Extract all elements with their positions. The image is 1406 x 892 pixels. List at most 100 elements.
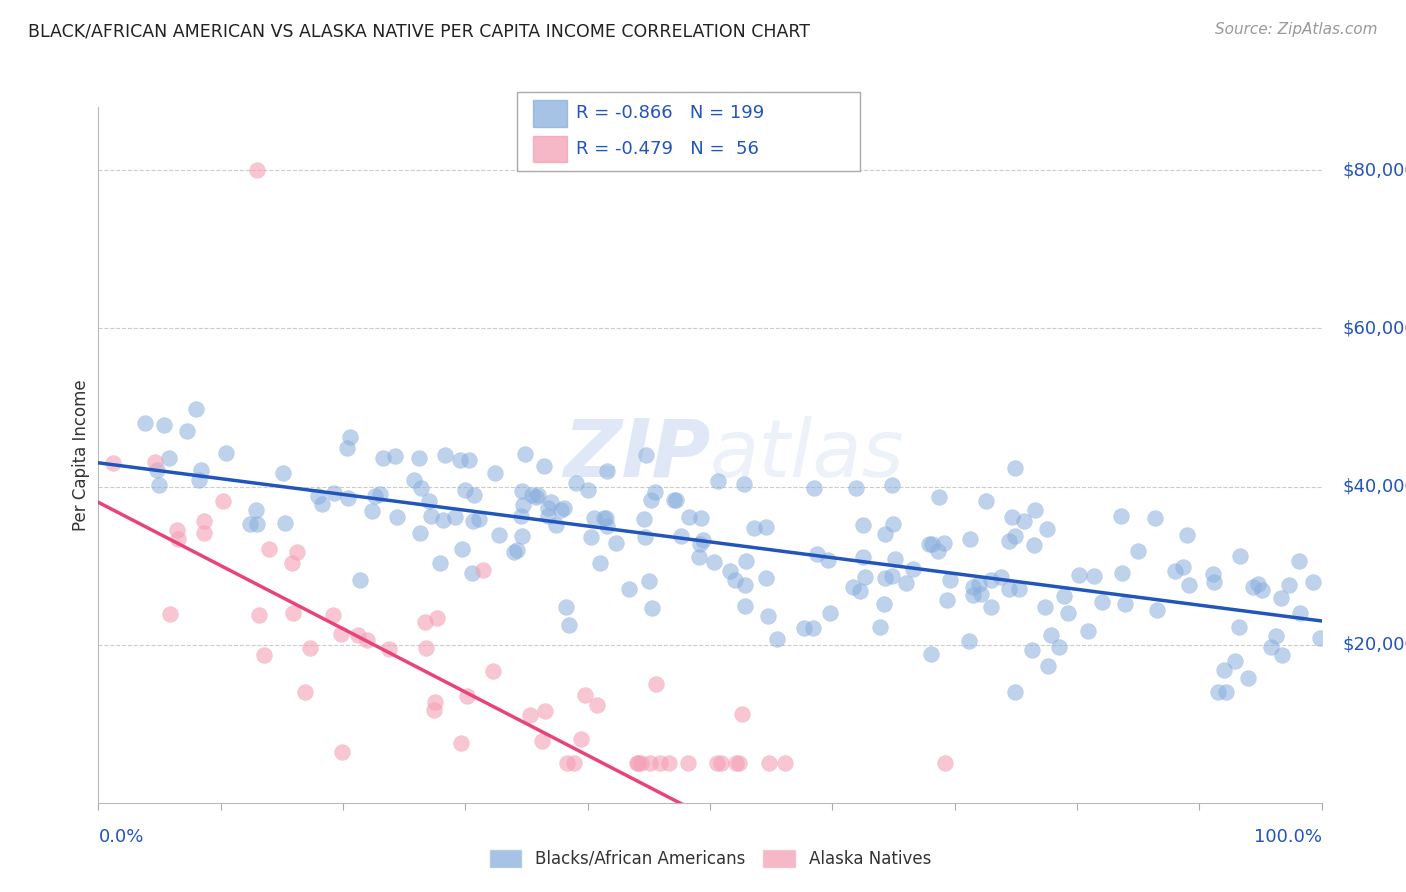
Point [658, 756, 681, 771]
Point [1091, 595, 1114, 609]
Point [387, 510, 409, 524]
Point [456, 689, 478, 703]
Point [101, 456, 124, 470]
Point [936, 592, 959, 607]
Point [579, 530, 602, 544]
Point [1001, 510, 1024, 524]
Point [215, 445, 238, 459]
Point [555, 600, 578, 615]
Point [921, 537, 943, 551]
Text: R = -0.866   N = 199: R = -0.866 N = 199 [576, 104, 765, 122]
Point [703, 555, 725, 569]
Point [918, 537, 941, 551]
Point [503, 545, 526, 559]
Point [928, 490, 950, 504]
Point [637, 574, 659, 588]
Point [533, 458, 555, 473]
Point [537, 508, 560, 523]
Point [962, 588, 984, 602]
Point [322, 607, 344, 622]
Point [159, 607, 181, 622]
Point [245, 503, 267, 517]
Point [755, 571, 778, 585]
Point [638, 756, 661, 770]
Point [368, 487, 391, 501]
Point [360, 504, 382, 518]
Point [134, 416, 156, 430]
Point [1215, 685, 1237, 699]
Point [920, 647, 942, 661]
Point [363, 489, 385, 503]
Point [558, 617, 581, 632]
Point [422, 703, 444, 717]
Point [433, 448, 456, 462]
Point [239, 516, 262, 531]
Point [1038, 659, 1060, 673]
Point [336, 491, 359, 505]
Point [408, 450, 430, 465]
Text: R = -0.479   N =  56: R = -0.479 N = 56 [576, 140, 759, 158]
Point [281, 606, 304, 620]
Point [193, 526, 215, 541]
Point [903, 562, 925, 576]
Point [706, 756, 728, 771]
Point [641, 601, 664, 615]
Point [510, 483, 533, 498]
Point [520, 488, 543, 502]
Point [458, 453, 481, 467]
Point [253, 648, 276, 662]
Point [676, 756, 699, 771]
Point [280, 556, 302, 570]
Text: 0.0%: 0.0% [98, 828, 143, 846]
Point [927, 543, 949, 558]
Point [513, 447, 536, 461]
Point [259, 541, 281, 556]
Legend: Blacks/African Americans, Alaska Natives: Blacks/African Americans, Alaska Natives [482, 842, 938, 874]
Point [146, 463, 169, 477]
Point [330, 627, 353, 641]
Point [869, 620, 891, 634]
Point [630, 756, 652, 771]
Point [426, 610, 449, 624]
Point [1223, 654, 1246, 668]
Point [308, 489, 330, 503]
Point [540, 495, 562, 509]
Point [852, 517, 875, 532]
Point [461, 566, 484, 580]
Point [627, 756, 650, 771]
Text: $60,000: $60,000 [1343, 319, 1406, 337]
Point [932, 536, 955, 550]
Point [294, 685, 316, 699]
Point [1227, 620, 1250, 634]
Point [274, 516, 297, 531]
Point [524, 490, 547, 504]
Point [512, 498, 534, 512]
Point [187, 473, 209, 487]
Point [153, 418, 176, 433]
Point [980, 573, 1002, 587]
Point [1109, 509, 1132, 524]
Point [166, 523, 188, 537]
Point [766, 632, 789, 647]
Point [409, 526, 432, 541]
Point [285, 545, 308, 559]
Point [710, 756, 733, 771]
Point [1229, 549, 1251, 563]
Point [1164, 565, 1187, 579]
Point [1053, 589, 1076, 603]
Point [1178, 578, 1201, 592]
Point [1035, 522, 1057, 536]
Point [756, 609, 779, 624]
Point [246, 517, 269, 532]
Point [450, 736, 472, 750]
Point [990, 569, 1012, 583]
Point [617, 582, 640, 596]
Point [669, 529, 692, 543]
Point [339, 430, 361, 444]
Text: BLACK/AFRICAN AMERICAN VS ALASKA NATIVE PER CAPITA INCOME CORRELATION CHART: BLACK/AFRICAN AMERICAN VS ALASKA NATIVE … [28, 22, 810, 40]
Point [1264, 629, 1286, 643]
Point [1146, 603, 1168, 617]
Point [246, 163, 269, 178]
Point [803, 481, 825, 495]
Point [1289, 607, 1312, 621]
